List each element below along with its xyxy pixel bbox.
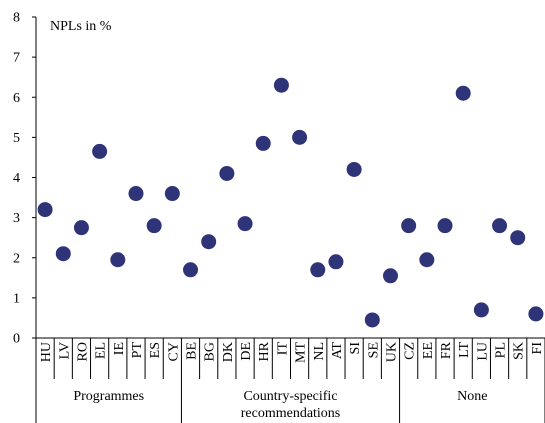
data-point xyxy=(455,85,471,101)
data-point xyxy=(346,161,362,177)
data-point xyxy=(110,252,126,268)
data-point xyxy=(73,220,89,236)
x-tick-label: SK xyxy=(512,342,527,360)
x-tick-label: PT xyxy=(130,342,145,359)
x-tick-label: FR xyxy=(439,341,454,359)
data-point xyxy=(528,306,544,322)
data-point xyxy=(510,230,526,246)
y-tick-label: 4 xyxy=(13,171,20,186)
group-label: Country-specific xyxy=(243,389,337,404)
group-label: Programmes xyxy=(73,389,144,404)
x-tick-label: DE xyxy=(239,342,254,361)
y-tick-label: 6 xyxy=(13,91,20,106)
x-tick-label: LU xyxy=(475,342,490,361)
data-point xyxy=(437,218,453,234)
x-tick-label: PL xyxy=(494,342,509,358)
data-point xyxy=(128,186,144,202)
x-tick-label: EE xyxy=(421,342,436,359)
x-tick-label: RO xyxy=(75,342,90,361)
data-point xyxy=(273,77,289,93)
x-tick-label: BE xyxy=(185,342,200,360)
x-tick-label: SE xyxy=(366,342,381,358)
x-tick-label: IE xyxy=(112,342,127,355)
x-tick-label: ES xyxy=(148,342,163,358)
x-tick-label: EL xyxy=(94,342,109,359)
y-tick-label: 5 xyxy=(13,131,20,146)
x-tick-label: AT xyxy=(330,342,345,360)
data-point xyxy=(492,218,508,234)
x-tick-label: SI xyxy=(348,342,363,355)
y-tick-label: 1 xyxy=(13,291,20,306)
data-point xyxy=(237,216,253,232)
x-tick-label: NL xyxy=(312,342,327,361)
x-tick-label: HU xyxy=(39,342,54,362)
y-tick-label: 0 xyxy=(13,332,20,347)
x-tick-label: IT xyxy=(275,342,290,356)
group-label: None xyxy=(457,389,487,404)
x-tick-label: MT xyxy=(294,342,309,363)
group-label: recommendations xyxy=(241,406,341,421)
data-point xyxy=(55,246,71,262)
data-point xyxy=(164,186,180,202)
data-point xyxy=(328,254,344,270)
x-tick-label: LV xyxy=(57,342,72,359)
data-point xyxy=(183,262,199,278)
data-point xyxy=(255,135,271,151)
data-point xyxy=(201,234,217,250)
data-point xyxy=(419,252,435,268)
x-tick-label: DK xyxy=(221,342,236,362)
y-axis-title: NPLs in % xyxy=(50,19,112,34)
data-point xyxy=(473,302,489,318)
data-point xyxy=(92,143,108,159)
x-tick-label: LT xyxy=(457,342,472,358)
data-point xyxy=(364,312,380,328)
x-tick-label: UK xyxy=(384,342,399,362)
y-tick-label: 3 xyxy=(13,211,20,226)
y-tick-label: 8 xyxy=(13,11,20,26)
y-tick-label: 2 xyxy=(13,251,20,266)
x-tick-label: CZ xyxy=(403,342,418,360)
x-tick-label: BG xyxy=(203,342,218,361)
data-point xyxy=(401,218,417,234)
data-point xyxy=(219,165,235,181)
data-point xyxy=(382,268,398,284)
x-tick-label: FI xyxy=(530,342,545,355)
x-tick-label: CY xyxy=(166,342,181,361)
x-tick-label: HR xyxy=(257,341,272,361)
data-point xyxy=(37,202,53,218)
data-point xyxy=(292,129,308,145)
y-tick-label: 7 xyxy=(13,51,20,66)
data-point xyxy=(146,218,162,234)
data-point xyxy=(310,262,326,278)
